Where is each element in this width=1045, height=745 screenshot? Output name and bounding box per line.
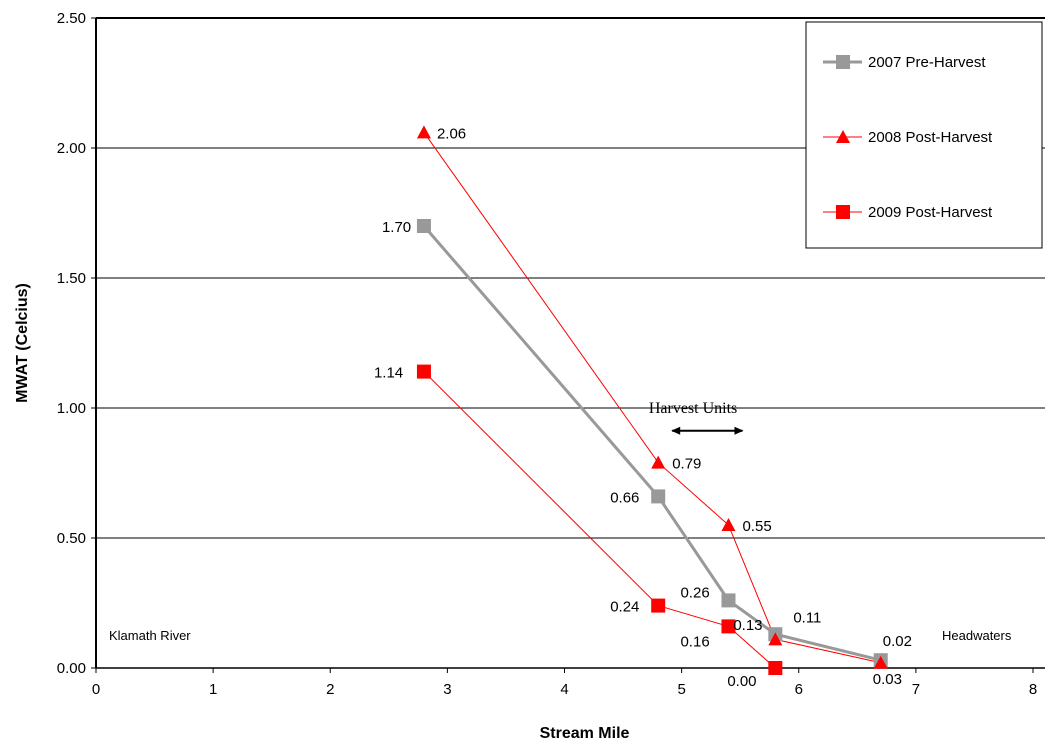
y-tick-label: 2.50: [57, 10, 86, 27]
data-label-series-2: 0.00: [727, 673, 756, 690]
series-1-point: [721, 518, 736, 531]
data-label-series-1: 2.06: [437, 125, 466, 142]
x-tick-label: 7: [912, 681, 920, 698]
series-0-point: [416, 219, 431, 233]
legend: 2007 Pre-Harvest 2008 Post-Harvest 2009 Po…: [805, 21, 1043, 249]
series-1-point: [651, 455, 666, 469]
legend-marker-1: [836, 130, 850, 143]
series-1-point: [873, 655, 888, 669]
data-label-series-0: 1.70: [382, 219, 411, 236]
series-2-point: [721, 619, 736, 634]
data-label-series-1: 0.79: [672, 456, 701, 473]
x-tick-label: 4: [560, 681, 568, 698]
series-line-2: [423, 371, 776, 669]
x-tick-label: 6: [795, 681, 803, 698]
series-0-point: [651, 489, 666, 504]
x-tick-label: 0: [92, 681, 100, 698]
series-2-point: [768, 661, 783, 675]
legend-marker-2: [836, 205, 850, 219]
annotations: Harvest Units Klamath River Headwaters: [109, 400, 1012, 643]
series-2-point: [651, 598, 666, 613]
data-label-series-0: 0.03: [873, 671, 902, 688]
data-points: [416, 125, 888, 675]
y-axis-title: MWAT (Celcius): [14, 283, 31, 403]
series-0-point: [721, 593, 736, 608]
legend-label-0: 2007 Pre-Harvest: [868, 54, 986, 71]
legend-label-1: 2008 Post-Harvest: [868, 129, 993, 146]
x-tick-label: 3: [443, 681, 451, 698]
data-label-series-2: 0.24: [610, 599, 639, 616]
data-label-series-1: 0.02: [883, 633, 912, 650]
y-tick-label: 0.50: [57, 530, 86, 547]
x-tick-label: 2: [326, 681, 334, 698]
y-tick-label: 0.00: [57, 660, 86, 677]
series-line-0: [422, 225, 882, 662]
legend-label-2: 2009 Post-Harvest: [868, 204, 993, 221]
series-1-point: [416, 125, 431, 139]
tick-labels: 0.00 0.50 1.00 1.50 2.00 2.50 0 1 2 3 4 5 6 7 8: [57, 10, 1037, 698]
legend-marker-0: [836, 55, 850, 69]
x-axis-title: Stream Mile: [540, 725, 630, 742]
data-labels: 1.70 0.66 0.26 0.13 0.03 2.06 0.79 0.55 0.11 0.02…: [374, 125, 912, 690]
x-tick-label: 5: [677, 681, 685, 698]
headwaters-note: Headwaters: [942, 628, 1012, 643]
harvest-units-annotation: Harvest Units: [649, 400, 737, 417]
klamath-river-note: Klamath River: [109, 628, 191, 643]
data-label-series-2: 0.16: [680, 633, 709, 650]
axis-titles: Stream Mile MWAT (Celcius): [14, 283, 630, 742]
data-label-series-0: 0.66: [610, 489, 639, 506]
x-tick-label: 8: [1029, 681, 1037, 698]
y-tick-label: 2.00: [57, 140, 86, 157]
series-1-point: [768, 632, 783, 646]
data-label-series-1: 0.55: [742, 518, 771, 535]
data-label-series-0: 0.26: [680, 584, 709, 601]
y-tick-label: 1.00: [57, 400, 86, 417]
data-label-series-1: 0.11: [793, 609, 821, 626]
data-label-series-2: 1.14: [374, 365, 403, 382]
y-tick-label: 1.50: [57, 270, 86, 287]
data-label-series-0: 0.13: [733, 617, 762, 634]
series-2-point: [416, 364, 431, 379]
x-tick-label: 1: [209, 681, 217, 698]
